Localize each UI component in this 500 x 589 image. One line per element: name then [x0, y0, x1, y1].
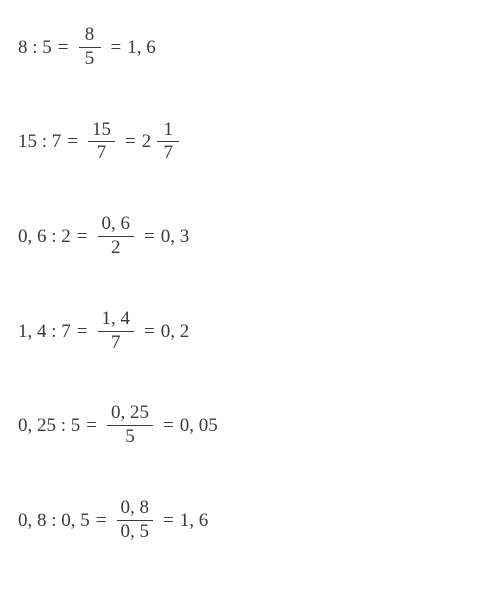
- fraction: 1, 4 7: [98, 308, 135, 355]
- numerator: 8: [79, 24, 101, 47]
- equals-sign: =: [77, 322, 88, 341]
- equation-row: 0, 6 : 2 = 0, 6 2 = 0, 3: [18, 213, 482, 260]
- numerator: 0, 6: [98, 213, 135, 236]
- mixed-whole: 2: [142, 132, 152, 151]
- fraction: 0, 25 5: [107, 402, 153, 449]
- result-value: 0, 05: [180, 416, 218, 435]
- equals-sign: =: [144, 227, 155, 246]
- result-value: 1, 6: [127, 38, 156, 57]
- lhs-expression: 8 : 5: [18, 38, 52, 57]
- mixed-numerator: 1: [157, 119, 179, 142]
- lhs-expression: 0, 25 : 5: [18, 416, 80, 435]
- equals-sign: =: [86, 416, 97, 435]
- equals-sign: =: [58, 38, 69, 57]
- fraction: 8 5: [79, 24, 101, 71]
- result-value: 1, 6: [180, 511, 209, 530]
- mixed-number: 2 1 7: [142, 119, 184, 166]
- equals-sign: =: [163, 511, 174, 530]
- equals-sign: =: [111, 38, 122, 57]
- result-value: 0, 2: [161, 322, 190, 341]
- equation-row: 0, 25 : 5 = 0, 25 5 = 0, 05: [18, 402, 482, 449]
- equals-sign: =: [96, 511, 107, 530]
- fraction: 15 7: [88, 119, 115, 166]
- mixed-fraction: 1 7: [157, 119, 179, 166]
- numerator: 0, 8: [117, 497, 154, 520]
- mixed-denominator: 7: [157, 142, 179, 165]
- equals-sign: =: [163, 416, 174, 435]
- equals-sign: =: [67, 132, 78, 151]
- equation-row: 1, 4 : 7 = 1, 4 7 = 0, 2: [18, 308, 482, 355]
- equation-row: 15 : 7 = 15 7 = 2 1 7: [18, 119, 482, 166]
- math-page: 8 : 5 = 8 5 = 1, 6 15 : 7 = 15 7 = 2 1 7: [0, 0, 500, 568]
- equals-sign: =: [77, 227, 88, 246]
- lhs-expression: 15 : 7: [18, 132, 61, 151]
- fraction: 0, 6 2: [98, 213, 135, 260]
- denominator: 7: [105, 332, 127, 355]
- numerator: 0, 25: [107, 402, 153, 425]
- lhs-expression: 0, 6 : 2: [18, 227, 71, 246]
- denominator: 5: [79, 48, 101, 71]
- lhs-expression: 1, 4 : 7: [18, 322, 71, 341]
- numerator: 15: [88, 119, 115, 142]
- equation-row: 8 : 5 = 8 5 = 1, 6: [18, 24, 482, 71]
- denominator: 2: [105, 237, 127, 260]
- denominator: 0, 5: [117, 521, 154, 544]
- denominator: 5: [119, 426, 141, 449]
- fraction: 0, 8 0, 5: [117, 497, 154, 544]
- equation-row: 0, 8 : 0, 5 = 0, 8 0, 5 = 1, 6: [18, 497, 482, 544]
- equals-sign: =: [144, 322, 155, 341]
- equals-sign: =: [125, 132, 136, 151]
- denominator: 7: [91, 142, 113, 165]
- numerator: 1, 4: [98, 308, 135, 331]
- lhs-expression: 0, 8 : 0, 5: [18, 511, 90, 530]
- result-value: 0, 3: [161, 227, 190, 246]
